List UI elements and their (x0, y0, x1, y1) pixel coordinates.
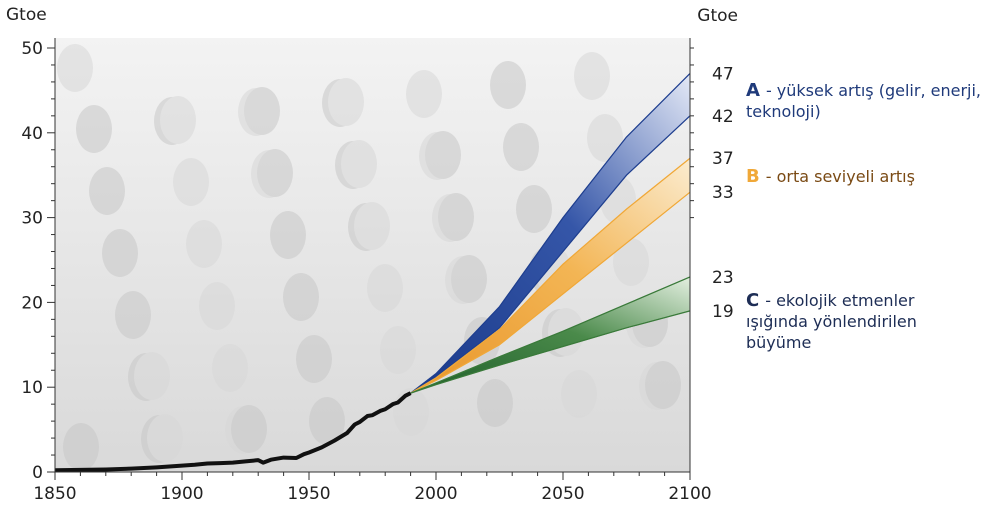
x-tick-label: 1900 (160, 484, 203, 504)
backdrop-shape (257, 149, 293, 197)
backdrop-shape (451, 255, 487, 303)
y-tick-label: 10 (21, 378, 43, 398)
backdrop-shape (587, 114, 623, 162)
backdrop-shape (645, 361, 681, 409)
backdrop-shape (490, 61, 526, 109)
backdrop-shape (354, 202, 390, 250)
axis-labels: 0 10 20 30 40 50 1850 1900 1950 2000 2050 2100 Gtoe G… (6, 5, 738, 504)
backdrop-shape (296, 335, 332, 383)
scenario-upper-line-a (410, 73, 691, 394)
backdrop-shape (89, 167, 125, 215)
legend-text-a: - yüksek artış (gelir, enerji, teknoloji… (746, 81, 981, 121)
y-tick-label: 50 (21, 39, 43, 59)
axes (47, 38, 694, 480)
legend-item-c: C- ekolojik etmenler ışığında yönlendiri… (746, 290, 976, 353)
end-value-label-a: 42 (712, 107, 734, 127)
backdrop-shape (613, 238, 649, 286)
backdrop-shape (244, 87, 280, 135)
historical-line (54, 391, 412, 473)
historical-series (54, 391, 412, 473)
backdrop-shape (393, 388, 429, 436)
end-value-label-a: 47 (712, 64, 734, 84)
x-tick-label: 2000 (414, 484, 457, 504)
scenario-upper-line-b (410, 157, 691, 394)
backdrop-shape (309, 397, 345, 445)
legend-text-c: - ekolojik etmenler ışığında yönlendiril… (746, 291, 917, 352)
legend-item-b: B - orta seviyeli artış (746, 166, 986, 187)
x-tick-label: 2050 (541, 484, 584, 504)
backdrop-shape (270, 211, 306, 259)
scenario-bands (410, 72, 691, 394)
backdrop-shape (115, 291, 151, 339)
y-tick-label: 40 (21, 124, 43, 144)
backdrop-shape (63, 423, 99, 471)
backdrop-shape (102, 229, 138, 277)
backdrop-shape (160, 96, 196, 144)
x-tick-label: 1950 (287, 484, 330, 504)
backdrop-shape (425, 131, 461, 179)
scenario-lower-line-c (410, 310, 691, 394)
backdrop-shape (212, 344, 248, 392)
y-tick-label: 20 (21, 293, 43, 313)
legend-key-c: C (746, 290, 760, 311)
legend-item-a: A- yüksek artış (gelir, enerji, teknoloj… (746, 80, 986, 122)
scenario-upper-line-c (410, 276, 691, 394)
scenario-lower-line-a (410, 115, 691, 394)
y-tick-label: 0 (32, 463, 43, 483)
backdrop-shape (199, 282, 235, 330)
y-tick-label: 30 (21, 209, 43, 229)
backdrop-shape (328, 78, 364, 126)
backdrop-shape (173, 158, 209, 206)
backdrop-shape (477, 379, 513, 427)
x-tick-label: 1850 (33, 484, 76, 504)
backdrop-shape (367, 264, 403, 312)
backdrop-shape (186, 220, 222, 268)
backdrop-shape (57, 44, 93, 92)
backdrop-shape (406, 70, 442, 118)
backdrop-shape (147, 414, 183, 462)
legend-text-b: - orta seviyeli artış (765, 167, 915, 186)
end-value-label-b: 33 (712, 183, 734, 203)
x-tick-label: 2100 (668, 484, 711, 504)
y-unit-right: Gtoe (697, 6, 738, 26)
backdrop-shape (438, 193, 474, 241)
end-value-label-c: 23 (712, 268, 734, 288)
y-unit-left: Gtoe (6, 5, 47, 25)
scenario-lower-line-b (410, 191, 691, 394)
backdrop-shape (503, 123, 539, 171)
backdrop-shape (341, 140, 377, 188)
backdrop-shape (561, 370, 597, 418)
backdrop-shape (380, 326, 416, 374)
end-value-label-b: 37 (712, 149, 734, 169)
backdrop-shape (574, 52, 610, 100)
legend-key-a: A (746, 80, 760, 101)
backdrop-shape (516, 185, 552, 233)
end-value-label-c: 19 (712, 302, 734, 322)
backdrop-shape (134, 352, 170, 400)
legend-key-b: B (746, 166, 760, 187)
backdrop-shape (283, 273, 319, 321)
backdrop-shape (76, 105, 112, 153)
backdrop-shape (231, 405, 267, 453)
